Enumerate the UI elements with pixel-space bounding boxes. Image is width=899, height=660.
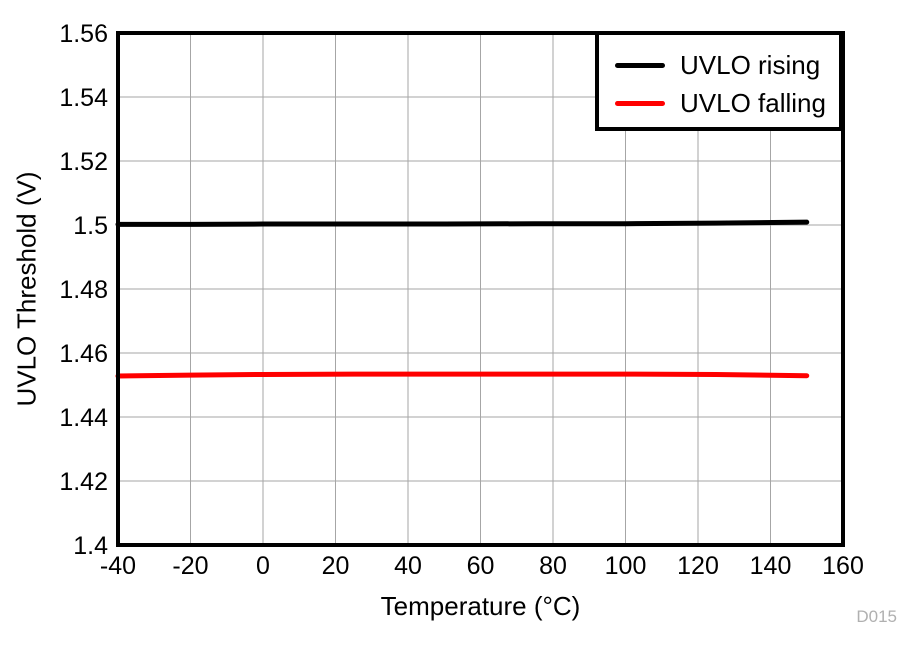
x-tick-label: 20	[322, 552, 350, 580]
y-tick-label: 1.5	[73, 212, 108, 240]
plot-id-watermark: D015	[856, 607, 897, 626]
legend: UVLO rising UVLO falling	[595, 31, 843, 131]
y-tick-label: 1.44	[59, 404, 108, 432]
series-line-uvlo-rising	[115, 219, 810, 227]
y-tick-label: 1.56	[59, 20, 108, 48]
y-tick-label: 1.46	[59, 340, 108, 368]
plot-frame	[116, 31, 845, 547]
x-tick-label: 0	[256, 552, 270, 580]
x-tick-label: -40	[100, 552, 136, 580]
x-tick-label: 100	[605, 552, 647, 580]
legend-label-uvlo-rising: UVLO rising	[680, 50, 821, 80]
x-tick-label: 80	[539, 552, 567, 580]
uvlo-rising-line-swatch	[615, 62, 665, 68]
x-tick-label: 120	[677, 552, 719, 580]
y-tick-label: 1.54	[59, 84, 108, 112]
x-tick-label: 140	[750, 552, 792, 580]
y-tick-label: 1.52	[59, 148, 108, 176]
y-tick-label: 1.42	[59, 468, 108, 496]
x-tick-label: 60	[467, 552, 495, 580]
legend-label-uvlo-falling: UVLO falling	[680, 88, 826, 118]
y-tick-label: 1.48	[59, 276, 108, 304]
y-tick-label: 1.4	[73, 532, 108, 560]
x-tick-label: -20	[172, 552, 208, 580]
series-line-uvlo-falling	[115, 371, 810, 379]
legend-item-uvlo-falling: UVLO falling	[615, 90, 839, 116]
y-axis-title: UVLO Threshold (V)	[11, 171, 42, 407]
x-axis-title: Temperature (°C)	[380, 591, 581, 621]
legend-item-uvlo-rising: UVLO rising	[615, 52, 839, 78]
x-tick-label: 40	[394, 552, 422, 580]
x-tick-label: 160	[822, 552, 864, 580]
uvlo-falling-line-swatch	[615, 100, 665, 106]
